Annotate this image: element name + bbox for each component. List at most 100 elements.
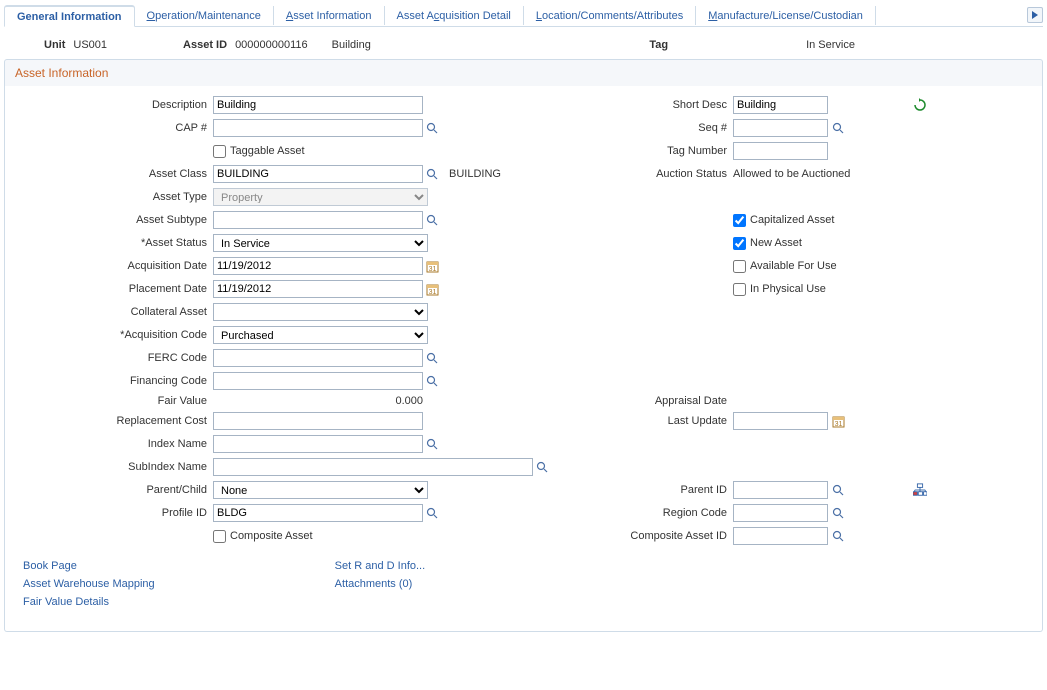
- tab-location-comments-attributes[interactable]: Location/Comments/Attributes: [524, 6, 696, 25]
- replacement-label: Replacement Cost: [13, 415, 213, 427]
- asset-status-select[interactable]: In Service: [213, 234, 428, 252]
- in-phys-checkbox[interactable]: [733, 283, 746, 296]
- profile-input[interactable]: [213, 504, 423, 522]
- lookup-icon[interactable]: [535, 460, 549, 474]
- acq-code-label: *Acquisition Code: [13, 329, 213, 341]
- set-r-and-d-link[interactable]: Set R and D Info...: [335, 557, 426, 575]
- last-update-label: Last Update: [513, 415, 733, 427]
- assetid-value: 000000000116: [235, 39, 308, 51]
- acq-date-label: Acquisition Date: [13, 260, 213, 272]
- asset-subtype-input[interactable]: [213, 211, 423, 229]
- profile-label: Profile ID: [13, 507, 213, 519]
- auction-status-label: Auction Status: [513, 168, 733, 180]
- header-row: Unit US001 Asset ID 000000000116 Buildin…: [4, 27, 1043, 59]
- collateral-label: Collateral Asset: [13, 306, 213, 318]
- unit-label: Unit: [44, 39, 65, 51]
- seq-label: Seq #: [513, 122, 733, 134]
- svg-text:31: 31: [428, 266, 436, 273]
- attachments-link[interactable]: Attachments (0): [335, 575, 426, 593]
- asset-class-desc: BUILDING: [441, 168, 501, 180]
- svg-text:31: 31: [834, 421, 842, 428]
- cap-label: CAP #: [13, 122, 213, 134]
- calendar-icon[interactable]: 31: [425, 282, 439, 296]
- financing-input[interactable]: [213, 372, 423, 390]
- region-label: Region Code: [513, 507, 733, 519]
- lookup-icon[interactable]: [425, 351, 439, 365]
- ferc-label: FERC Code: [13, 352, 213, 364]
- lookup-icon[interactable]: [425, 374, 439, 388]
- fair-value-label: Fair Value: [13, 395, 213, 407]
- seq-input[interactable]: [733, 119, 828, 137]
- asset-class-input[interactable]: [213, 165, 423, 183]
- asset-type-select: Property: [213, 188, 428, 206]
- asset-status-label: *Asset Status: [13, 237, 213, 249]
- tab-manufacture-license-custodian[interactable]: Manufacture/License/Custodian: [696, 6, 876, 25]
- assettype-value: Building: [332, 39, 371, 51]
- new-asset-label: New Asset: [750, 237, 802, 249]
- hierarchy-icon[interactable]: [913, 483, 927, 497]
- tab-asset-acquisition-detail[interactable]: Asset Acquisition Detail: [385, 6, 524, 25]
- parent-id-label: Parent ID: [513, 484, 733, 496]
- composite-asset-id-input[interactable]: [733, 527, 828, 545]
- auction-status-value: Allowed to be Auctioned: [733, 168, 850, 180]
- ferc-input[interactable]: [213, 349, 423, 367]
- lookup-icon[interactable]: [831, 483, 845, 497]
- tab-asset-information[interactable]: Asset Information: [274, 6, 385, 25]
- calendar-icon[interactable]: 31: [831, 414, 845, 428]
- replacement-input[interactable]: [213, 412, 423, 430]
- lookup-icon[interactable]: [831, 506, 845, 520]
- parent-child-select[interactable]: None: [213, 481, 428, 499]
- capitalized-label: Capitalized Asset: [750, 214, 834, 226]
- lookup-icon[interactable]: [831, 121, 845, 135]
- parent-id-input[interactable]: [733, 481, 828, 499]
- description-input[interactable]: [213, 96, 423, 114]
- in-phys-label: In Physical Use: [750, 283, 826, 295]
- financing-label: Financing Code: [13, 375, 213, 387]
- lookup-icon[interactable]: [425, 121, 439, 135]
- lookup-icon[interactable]: [425, 506, 439, 520]
- capitalized-checkbox[interactable]: [733, 214, 746, 227]
- fair-value-details-link[interactable]: Fair Value Details: [23, 593, 155, 611]
- tab-row: General Information Operation/Maintenanc…: [4, 4, 1043, 27]
- taggable-checkbox[interactable]: [213, 145, 226, 158]
- region-input[interactable]: [733, 504, 828, 522]
- cap-input[interactable]: [213, 119, 423, 137]
- status-value: In Service: [806, 39, 855, 51]
- parent-child-label: Parent/Child: [13, 484, 213, 496]
- tag-number-label: Tag Number: [513, 145, 733, 157]
- place-date-input[interactable]: [213, 280, 423, 298]
- lookup-icon[interactable]: [425, 213, 439, 227]
- composite-label: Composite Asset: [230, 530, 313, 542]
- lookup-icon[interactable]: [831, 529, 845, 543]
- index-label: Index Name: [13, 438, 213, 450]
- book-page-link[interactable]: Book Page: [23, 557, 155, 575]
- collateral-select[interactable]: [213, 303, 428, 321]
- short-desc-input[interactable]: [733, 96, 828, 114]
- short-desc-label: Short Desc: [513, 99, 733, 111]
- asset-type-label: Asset Type: [13, 191, 213, 203]
- avail-use-checkbox[interactable]: [733, 260, 746, 273]
- calendar-icon[interactable]: 31: [425, 259, 439, 273]
- avail-use-label: Available For Use: [750, 260, 837, 272]
- last-update-input[interactable]: [733, 412, 828, 430]
- index-input[interactable]: [213, 435, 423, 453]
- warehouse-mapping-link[interactable]: Asset Warehouse Mapping: [23, 575, 155, 593]
- fair-value-value: 0.000: [213, 395, 427, 407]
- tab-general-information[interactable]: General Information: [4, 5, 135, 27]
- refresh-icon[interactable]: [913, 98, 927, 112]
- lookup-icon[interactable]: [425, 167, 439, 181]
- composite-asset-id-label: Composite Asset ID: [513, 530, 733, 542]
- tab-expand-icon[interactable]: [1027, 7, 1043, 23]
- acq-code-select[interactable]: Purchased: [213, 326, 428, 344]
- new-asset-checkbox[interactable]: [733, 237, 746, 250]
- unit-value: US001: [73, 39, 107, 51]
- place-date-label: Placement Date: [13, 283, 213, 295]
- tab-operation-maintenance[interactable]: Operation/Maintenance: [135, 6, 274, 25]
- acq-date-input[interactable]: [213, 257, 423, 275]
- subindex-input[interactable]: [213, 458, 533, 476]
- tag-label: Tag: [649, 39, 668, 51]
- asset-class-label: Asset Class: [13, 168, 213, 180]
- tag-number-input[interactable]: [733, 142, 828, 160]
- composite-checkbox[interactable]: [213, 530, 226, 543]
- lookup-icon[interactable]: [425, 437, 439, 451]
